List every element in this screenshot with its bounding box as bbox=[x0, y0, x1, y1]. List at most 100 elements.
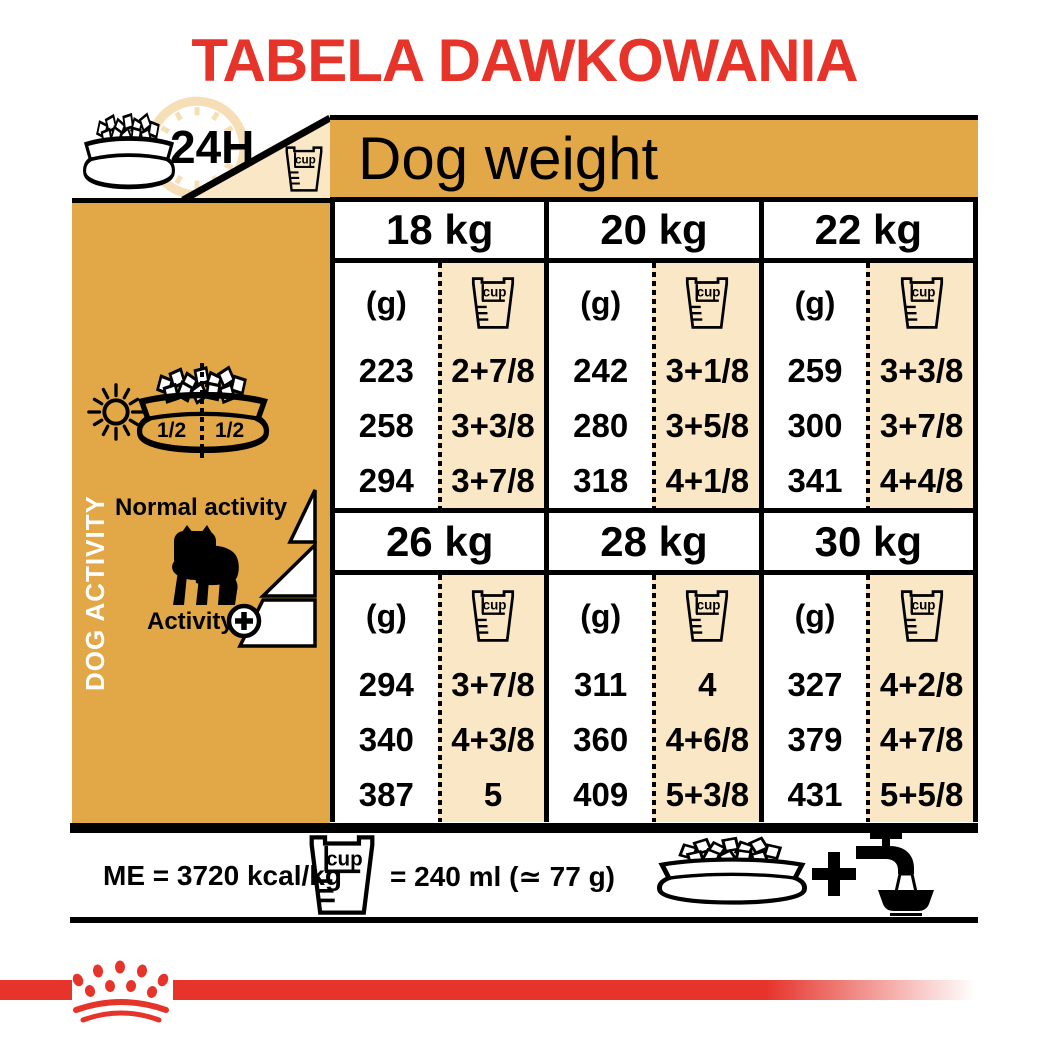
weight-header: 20 kg bbox=[549, 202, 759, 263]
plus-icon bbox=[812, 852, 856, 896]
svg-text:cup: cup bbox=[326, 847, 363, 870]
measuring-cup-icon: cup bbox=[471, 277, 515, 329]
royal-canin-crown-logo bbox=[72, 960, 169, 1023]
column-26kg: 26 kg (g) 294 340 387 cup bbox=[335, 513, 545, 822]
svg-text:cup: cup bbox=[697, 285, 721, 300]
measuring-cup-icon: cup bbox=[900, 277, 943, 329]
cups-value: 3+7/8 bbox=[451, 665, 535, 703]
brand-stripe-left bbox=[0, 980, 72, 1000]
svg-text:cup: cup bbox=[911, 598, 935, 613]
svg-text:cup: cup bbox=[483, 598, 507, 613]
cups-value: 3+7/8 bbox=[879, 406, 964, 444]
grams-value: 294 bbox=[358, 461, 414, 499]
grams-value: 318 bbox=[573, 461, 629, 499]
svg-text:cup: cup bbox=[483, 285, 507, 300]
grams-header: (g) bbox=[580, 597, 622, 634]
column-30kg: 30 kg (g) 327 379 431 cup bbox=[758, 513, 973, 822]
cups-value: 5+5/8 bbox=[879, 775, 964, 813]
grams-value: 387 bbox=[358, 775, 414, 813]
diagonal-transition bbox=[181, 114, 332, 202]
cups-value: 4+7/8 bbox=[879, 720, 964, 758]
cups-value: 3+5/8 bbox=[665, 406, 750, 444]
footer-top-line bbox=[70, 823, 978, 833]
sun-icon bbox=[87, 383, 145, 441]
dog-activity-sidebar: 1/2 1/2 DOG ACTIVITY Normal activity Act… bbox=[72, 198, 330, 823]
dotted-divider bbox=[437, 575, 442, 822]
grams-value: 294 bbox=[358, 665, 414, 703]
cups-value: 3+7/8 bbox=[451, 461, 535, 499]
measuring-cup-icon: cup bbox=[471, 590, 515, 642]
weight-header: 28 kg bbox=[549, 513, 759, 575]
weight-header: 26 kg bbox=[335, 513, 545, 575]
cups-value: 4+4/8 bbox=[879, 461, 964, 499]
cups-value: 5+3/8 bbox=[665, 775, 750, 813]
bowl-split-dotted-line bbox=[200, 363, 204, 459]
column-28kg: 28 kg (g) 311 360 409 cup bbox=[544, 513, 759, 822]
grams-header: (g) bbox=[580, 284, 622, 321]
measuring-cup-icon: cup bbox=[686, 590, 729, 642]
cup-header: cup bbox=[656, 263, 759, 343]
bulldog-icon bbox=[172, 525, 239, 605]
grams-value: 258 bbox=[358, 406, 414, 444]
cups-value: 4 bbox=[698, 665, 717, 703]
dog-weight-label: Dog weight bbox=[358, 125, 659, 192]
measuring-cup-icon: cup bbox=[309, 835, 375, 915]
normal-activity-label: Normal activity bbox=[115, 494, 288, 521]
grams-value: 379 bbox=[787, 720, 843, 758]
grams-value: 360 bbox=[573, 720, 629, 758]
grams-value: 311 bbox=[574, 665, 628, 703]
cup-header: cup bbox=[870, 575, 973, 657]
brand-stripe-right bbox=[173, 980, 975, 1000]
measuring-cup-icon: cup bbox=[686, 277, 729, 329]
kibble-bowl-icon bbox=[83, 112, 175, 190]
grams-header: (g) bbox=[365, 284, 407, 321]
cups-value: 3+3/8 bbox=[451, 406, 535, 444]
cup-equivalence-label: = 240 ml (≃ 77 g) bbox=[390, 861, 615, 892]
grams-value: 341 bbox=[787, 461, 843, 499]
footer-bottom-line bbox=[70, 917, 978, 923]
cup-header: cup bbox=[442, 575, 545, 657]
grams-value: 223 bbox=[358, 351, 414, 389]
measuring-cup-icon: cup bbox=[900, 590, 943, 642]
grams-value: 340 bbox=[358, 720, 414, 758]
cups-value: 3+1/8 bbox=[665, 351, 750, 389]
grams-value: 327 bbox=[787, 665, 843, 703]
kibble-bowl-icon bbox=[657, 836, 807, 905]
svg-text:cup: cup bbox=[697, 598, 721, 613]
weight-header: 30 kg bbox=[763, 513, 973, 575]
cups-value: 4+6/8 bbox=[665, 720, 750, 758]
cups-value: 3+3/8 bbox=[879, 351, 964, 389]
cups-value: 2+7/8 bbox=[451, 351, 535, 389]
cup-label: cup bbox=[295, 153, 316, 166]
weight-block-2: 26 kg (g) 294 340 387 cup bbox=[330, 513, 978, 822]
weight-block-1: 18 kg (g) 223 258 294 cup bbox=[330, 202, 978, 513]
dog-activity-label: DOG ACTIVITY bbox=[80, 495, 110, 691]
cups-value: 4+3/8 bbox=[451, 720, 535, 758]
metabolizable-energy-label: ME = 3720 kcal/kg bbox=[103, 860, 342, 891]
column-22kg: 22 kg (g) 259 300 341 cup bbox=[758, 202, 973, 508]
dosing-table: Dog weight 18 kg (g) 223 258 294 bbox=[330, 115, 978, 822]
grams-value: 409 bbox=[573, 775, 629, 813]
grams-header: (g) bbox=[794, 597, 836, 634]
half-left-label: 1/2 bbox=[157, 419, 187, 442]
activity-plus-icon bbox=[226, 603, 262, 639]
grams-value: 280 bbox=[573, 406, 629, 444]
moon-icon bbox=[285, 394, 311, 444]
column-20kg: 20 kg (g) 242 280 318 cup bbox=[544, 202, 759, 508]
cup-header: cup bbox=[442, 263, 545, 343]
grams-value: 259 bbox=[787, 351, 843, 389]
grams-header: (g) bbox=[794, 284, 836, 321]
cup-header: cup bbox=[656, 575, 759, 657]
dog-weight-header: Dog weight bbox=[330, 115, 978, 202]
dotted-divider bbox=[866, 263, 871, 508]
page-title: TABELA DAWKOWANIA bbox=[191, 27, 858, 94]
activity-label: Activity bbox=[147, 608, 234, 635]
cup-header: cup bbox=[870, 263, 973, 343]
grams-header: (g) bbox=[365, 597, 407, 634]
cups-value: 4+1/8 bbox=[665, 461, 750, 499]
dotted-divider bbox=[866, 575, 871, 822]
weight-header: 18 kg bbox=[335, 202, 545, 263]
grams-value: 431 bbox=[787, 775, 843, 813]
dotted-divider bbox=[652, 575, 656, 822]
